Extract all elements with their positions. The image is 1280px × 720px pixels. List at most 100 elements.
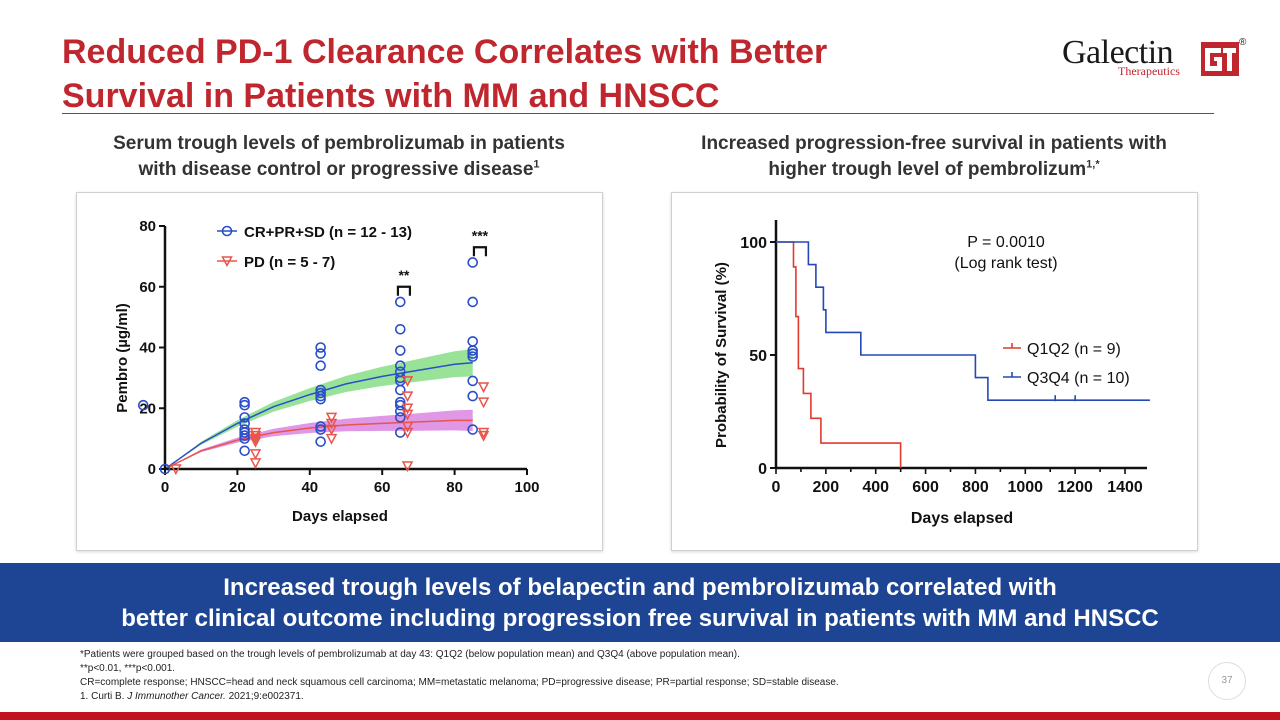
pd-point — [325, 433, 338, 445]
pvalue-annotation: P = 0.0010 — [967, 234, 1045, 251]
y-tick-label: 40 — [139, 340, 156, 357]
y-axis-label: Pembro (µg/ml) — [114, 303, 131, 412]
y-axis-label: Probability of Survival (%) — [713, 262, 730, 448]
significance-label: ** — [398, 267, 409, 283]
confidence-band — [165, 349, 473, 469]
left-heading-line2: with disease control or progressive dise… — [138, 158, 540, 180]
pd-point — [325, 424, 338, 436]
pd-point — [401, 427, 414, 439]
cr-pr-sd-point — [467, 345, 479, 356]
cr-pr-sd-point — [315, 387, 326, 399]
cr-pr-sd-point — [394, 345, 406, 356]
cr-pr-sd-point — [137, 399, 149, 411]
pd-point — [477, 427, 490, 439]
cr-pr-sd-point — [394, 405, 406, 417]
cr-pr-sd-point — [394, 323, 406, 335]
pd-point — [477, 397, 490, 409]
confidence-band — [165, 409, 473, 469]
y-tick-label: 0 — [758, 461, 767, 478]
footnote-reference: 1. Curti B. J Immunother Cancer. 2021;9:… — [80, 691, 304, 702]
x-tick-label: 1400 — [1107, 479, 1143, 496]
cr-pr-sd-point — [315, 348, 326, 359]
right-heading-line1: Increased progression-free survival in p… — [701, 133, 1167, 154]
cr-pr-sd-point — [239, 399, 250, 411]
y-tick-label: 60 — [139, 279, 156, 296]
x-tick-label: 600 — [912, 479, 939, 496]
cr-pr-sd-point — [394, 384, 406, 396]
pd-point — [477, 430, 490, 442]
banner-line2: better clinical outcome including progre… — [121, 605, 1159, 632]
x-tick-label: 100 — [514, 479, 539, 496]
cr-pr-sd-point — [467, 296, 479, 308]
pd-point — [401, 403, 414, 415]
left-heading-line1: Serum trough levels of pembrolizumab in … — [113, 133, 565, 154]
pd-point — [249, 436, 262, 448]
conclusion-banner: Increased trough levels of belapectin an… — [0, 563, 1280, 642]
footnote-abbreviations: CR=complete response; HNSCC=head and nec… — [80, 677, 839, 688]
x-tick-label: 0 — [161, 479, 169, 496]
x-tick-label: 400 — [862, 479, 889, 496]
cr-pr-sd-point — [315, 436, 326, 447]
legend-circle-marker — [221, 225, 233, 237]
x-tick-label: 1000 — [1007, 479, 1043, 496]
pd-point — [249, 427, 262, 439]
cr-pr-sd-point — [467, 424, 479, 435]
cr-pr-sd-point — [467, 348, 479, 359]
pd-point — [477, 382, 490, 394]
legend-triangle-marker — [221, 256, 233, 268]
pd-point — [401, 461, 414, 473]
significance-label: *** — [472, 227, 489, 243]
cr-pr-sd-point — [467, 390, 479, 402]
pd-point — [249, 449, 262, 460]
logo-gt-icon — [1201, 42, 1239, 76]
right-heading-line2: higher trough level of pembrolizum1,* — [768, 158, 1100, 180]
y-tick-label: 80 — [139, 218, 156, 235]
pd-point — [249, 458, 262, 470]
legend-label-q1q2: Q1Q2 (n = 9) — [1027, 341, 1121, 358]
fit-curve — [164, 361, 473, 470]
logrank-annotation: (Log rank test) — [954, 255, 1057, 272]
y-tick-label: 50 — [749, 348, 767, 365]
left-heading-citation: 1 — [533, 158, 540, 171]
y-tick-label: 0 — [148, 461, 156, 478]
title-divider — [62, 113, 1214, 114]
x-axis-label: Days elapsed — [292, 508, 388, 525]
cr-pr-sd-point — [159, 463, 171, 475]
x-tick-label: 40 — [301, 479, 318, 496]
survival-chart-panel: 0 50 100 0 200 400 600 800 1000 1200 1400 Q1Q2 (n … — [671, 192, 1198, 551]
logo-subtitle: Therapeutics — [1118, 64, 1180, 78]
x-tick-label: 1200 — [1057, 479, 1093, 496]
pd-point — [401, 391, 414, 403]
pd-point — [325, 412, 338, 424]
x-tick-label: 0 — [772, 479, 781, 496]
slide-title-line2: Survival in Patients with MM and HNSCC — [62, 77, 720, 115]
right-heading-citation: 1,* — [1086, 158, 1100, 171]
y-tick-label: 100 — [740, 235, 767, 252]
cr-pr-sd-point — [239, 427, 250, 438]
cr-pr-sd-point — [315, 393, 326, 405]
logo-wordmark: Galectin — [1062, 34, 1174, 71]
slide-title: Reduced PD-1 Clearance Correlates with B… — [62, 30, 882, 118]
logo-registered-mark: ® — [1239, 37, 1247, 48]
footnotes: *Patients were grouped based on the trou… — [80, 648, 839, 704]
footnote-significance: **p<0.01, ***p<0.001. — [80, 663, 176, 674]
cr-pr-sd-point — [394, 412, 406, 423]
cr-pr-sd-point — [394, 399, 406, 411]
cr-pr-sd-point — [315, 390, 326, 402]
cr-pr-sd-point — [394, 372, 406, 384]
cr-pr-sd-point — [467, 351, 479, 362]
cr-pr-sd-point — [239, 445, 250, 457]
significance-bracket — [396, 285, 412, 296]
cr-pr-sd-point — [315, 360, 326, 372]
cr-pr-sd-point — [239, 430, 250, 441]
pd-point — [401, 421, 414, 433]
page-number: 37 — [1208, 662, 1246, 700]
cr-pr-sd-point — [467, 375, 479, 387]
banner-line1: Increased trough levels of belapectin an… — [223, 574, 1057, 601]
cr-pr-sd-point — [394, 360, 406, 372]
cr-pr-sd-point — [315, 421, 326, 432]
company-logo: Galectin Therapeutics ® — [1062, 34, 1252, 84]
cr-pr-sd-point — [239, 433, 250, 444]
